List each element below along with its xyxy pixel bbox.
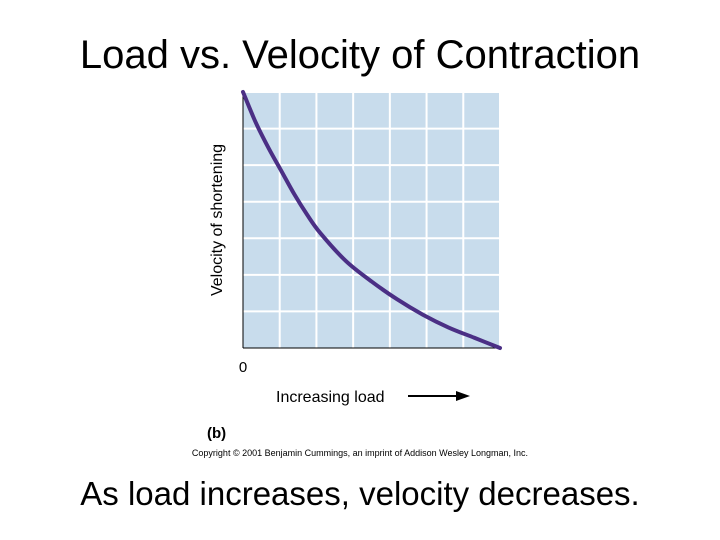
panel-label: (b) bbox=[207, 425, 226, 442]
grid-lines bbox=[243, 91, 501, 348]
y-axis-label: Velocity of shortening bbox=[209, 144, 226, 296]
right-arrow-icon bbox=[408, 391, 470, 401]
copyright-notice: Copyright © 2001 Benjamin Cummings, an i… bbox=[191, 448, 529, 458]
slide-title: Load vs. Velocity of Contraction bbox=[79, 33, 641, 77]
plot-area bbox=[243, 92, 500, 348]
x-axis-label: Increasing load bbox=[276, 389, 385, 406]
origin-label: 0 bbox=[239, 359, 247, 376]
slide-caption: As load increases, velocity decreases. bbox=[80, 475, 640, 512]
series-line-load-velocity bbox=[241, 90, 502, 350]
